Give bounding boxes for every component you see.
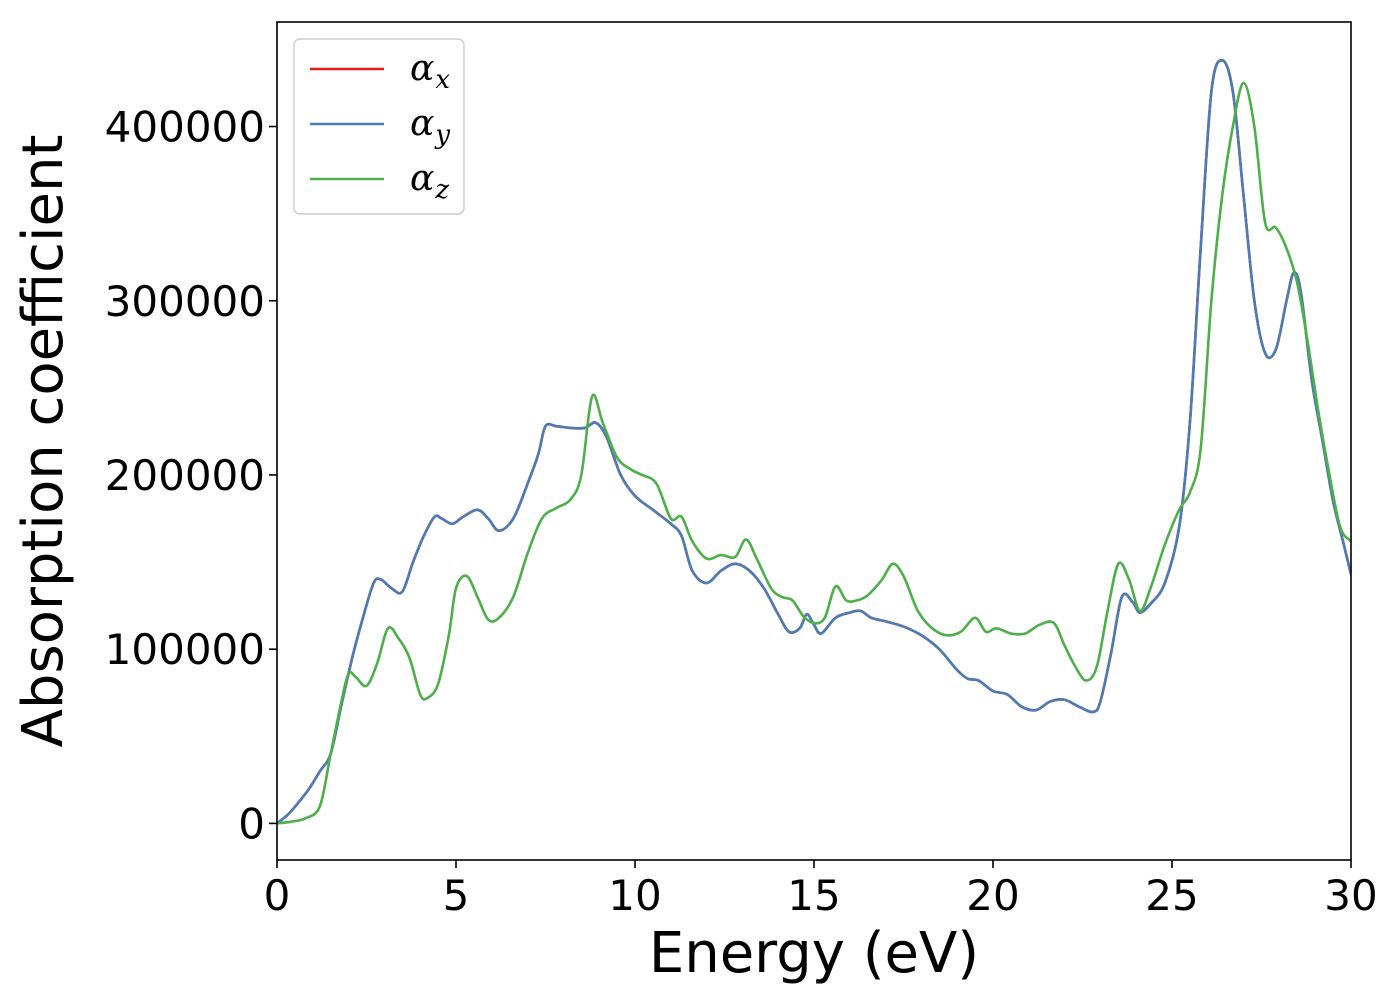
series-layer — [277, 59, 1351, 825]
x-tick-label: 25 — [1145, 871, 1198, 920]
y-tick-label: 200000 — [105, 451, 265, 500]
x-tick-label: 5 — [443, 871, 470, 920]
legend-label-y: αy — [410, 103, 450, 150]
y-tick-label: 400000 — [105, 103, 265, 152]
x-axis-title: Energy (eV) — [649, 921, 979, 986]
y-tick-label: 100000 — [105, 625, 265, 674]
x-tick-label: 0 — [264, 871, 291, 920]
y-tick-label: 0 — [238, 799, 265, 848]
x-tick-label: 10 — [608, 871, 661, 920]
y-tick-label: 300000 — [105, 277, 265, 326]
legend-box — [293, 38, 465, 215]
x-tick-label: 30 — [1324, 871, 1377, 920]
y-axis-ticks: 0 100000 200000 300000 400000 — [105, 103, 277, 848]
x-tick-label: 20 — [966, 871, 1019, 920]
legend-label-x: αx — [410, 48, 450, 95]
series-line-z — [277, 81, 1351, 825]
y-axis-title: Absorption coefficient — [11, 135, 76, 748]
x-axis-ticks: 0 5 10 15 20 25 30 — [264, 860, 1378, 920]
x-tick-label: 15 — [787, 871, 840, 920]
series-line-y — [277, 59, 1351, 825]
